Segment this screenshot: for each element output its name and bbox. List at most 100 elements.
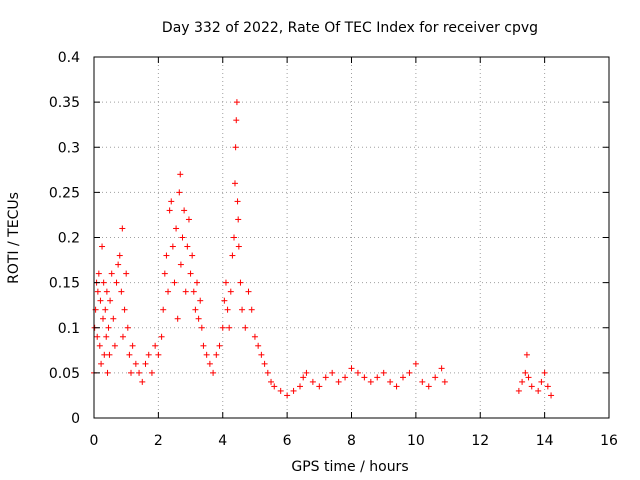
data-point: [113, 279, 120, 286]
data-point: [194, 279, 200, 286]
data-point: [116, 252, 123, 259]
data-point: [400, 374, 406, 381]
data-point: [166, 207, 173, 214]
data-point: [119, 333, 126, 340]
data-point: [177, 261, 184, 268]
data-point: [234, 198, 241, 205]
y-tick-label: 0.35: [49, 95, 80, 111]
data-point: [158, 333, 165, 340]
data-point: [541, 369, 548, 376]
data-point: [235, 216, 242, 223]
data-point: [181, 207, 188, 214]
data-point: [242, 324, 249, 331]
data-point: [142, 360, 149, 367]
data-point: [197, 297, 204, 304]
x-tick-label: 16: [600, 433, 618, 449]
data-point: [245, 288, 252, 295]
data-point: [148, 369, 155, 376]
data-point: [226, 324, 233, 331]
axis-ticks: 0 2 4 6 8 10 12 14 16 0 0.05 0.1 0.15 0.2 0.25 0.3 0.35 0…: [49, 50, 618, 449]
data-point: [519, 378, 526, 385]
data-point: [300, 374, 307, 381]
data-point: [210, 369, 217, 376]
data-point: [393, 383, 400, 390]
data-point: [348, 365, 355, 372]
x-tick-label: 2: [154, 433, 163, 449]
data-point: [525, 374, 532, 381]
data-point: [124, 324, 131, 331]
data-point: [111, 342, 118, 349]
y-axis-label: ROTI / TECUs: [6, 192, 22, 284]
data-point: [195, 315, 202, 322]
data-point: [198, 324, 205, 331]
data-point: [354, 369, 361, 376]
data-point: [425, 383, 432, 390]
y-tick-label: 0.1: [58, 321, 80, 337]
data-point: [126, 351, 133, 358]
data-point: [438, 365, 445, 372]
data-point: [102, 306, 109, 313]
data-point: [248, 306, 255, 313]
data-point: [297, 383, 303, 390]
y-tick-label: 0.05: [49, 366, 80, 382]
data-point: [168, 198, 175, 205]
data-point: [203, 351, 210, 358]
data-point: [179, 234, 186, 241]
data-point: [94, 288, 101, 295]
data-point: [129, 342, 136, 349]
x-tick-label: 8: [347, 433, 356, 449]
data-point: [200, 342, 207, 349]
data-point: [96, 342, 103, 349]
data-point: [231, 234, 238, 241]
data-point: [171, 279, 178, 286]
data-point: [206, 360, 213, 367]
data-point: [544, 383, 551, 390]
y-tick-label: 0.15: [49, 276, 80, 292]
x-tick-label: 4: [218, 433, 227, 449]
data-point: [528, 383, 535, 390]
data-point: [160, 306, 167, 313]
data-point: [97, 297, 104, 304]
data-point: [103, 288, 110, 295]
data-point: [105, 324, 112, 331]
data-point: [176, 189, 183, 196]
data-point: [115, 261, 122, 268]
data-point: [374, 374, 381, 381]
data-point: [103, 333, 110, 340]
data-point: [185, 216, 192, 223]
data-point: [258, 351, 265, 358]
data-point: [229, 252, 236, 259]
data-point: [174, 315, 181, 322]
data-point: [95, 270, 102, 277]
data-point: [152, 342, 159, 349]
data-point: [173, 225, 180, 232]
data-point: [139, 378, 146, 385]
x-tick-label: 12: [471, 433, 489, 449]
x-tick-label: 10: [407, 433, 425, 449]
data-point: [233, 99, 240, 106]
data-point: [419, 378, 426, 385]
data-point: [101, 351, 108, 358]
data-point: [523, 351, 530, 358]
x-tick-label: 14: [536, 433, 554, 449]
y-tick-label: 0.3: [58, 140, 80, 156]
y-tick-label: 0: [71, 411, 80, 427]
data-point: [163, 252, 170, 259]
data-point: [104, 369, 111, 376]
data-point: [232, 144, 239, 151]
data-point: [227, 288, 234, 295]
data-point: [231, 180, 238, 187]
data-point: [316, 383, 323, 390]
data-point: [522, 369, 529, 376]
data-point: [264, 369, 271, 376]
data-point: [412, 360, 419, 367]
data-point: [187, 270, 194, 277]
data-point: [535, 387, 542, 394]
data-point: [335, 378, 342, 385]
data-point: [221, 297, 228, 304]
data-point: [290, 387, 297, 394]
data-point: [182, 288, 189, 295]
data-point: [233, 117, 240, 124]
data-point: [161, 270, 168, 277]
data-point: [184, 243, 191, 250]
